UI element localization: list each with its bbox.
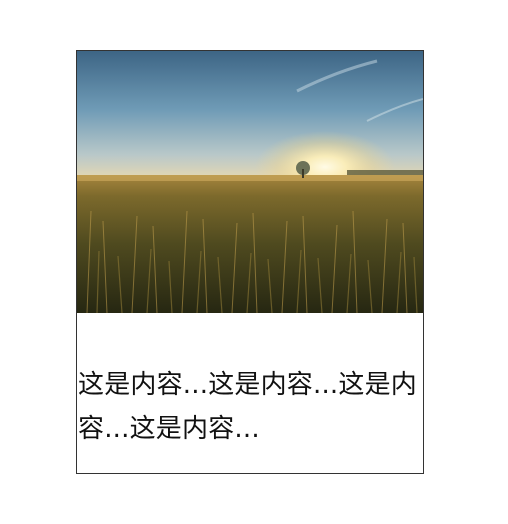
wheat-field-sunset-image [77,51,423,313]
content-card: 这是内容...这是内容...这是内容...这是内容... [76,50,424,474]
card-content-text: 这是内容...这是内容...这是内容...这是内容... [78,370,417,444]
